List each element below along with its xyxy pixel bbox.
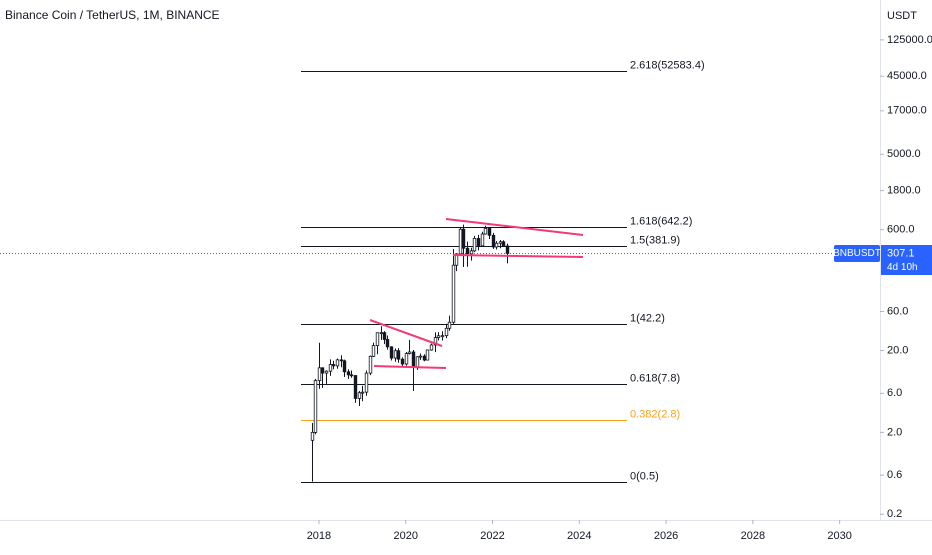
x-tick-label: 2022: [480, 530, 504, 542]
candle-body: [404, 353, 409, 365]
candle-body: [313, 380, 318, 433]
candle-body: [469, 250, 474, 255]
candle-body: [349, 374, 354, 377]
candle-body: [357, 392, 362, 399]
candle-body: [385, 339, 390, 348]
candle-body: [389, 346, 394, 359]
candle-body: [328, 364, 333, 372]
x-tick-label: 2030: [827, 530, 851, 542]
candle-body: [411, 351, 416, 368]
plot: 125000.0 45000.0 17000.0 5000.0 1800.0 600.0 6…: [0, 34, 932, 542]
candle-body: [400, 358, 405, 365]
trend-line: [373, 365, 447, 369]
fib-level-label: 0.382(2.8): [630, 408, 680, 420]
candle-body: [360, 391, 365, 394]
candle-body: [433, 337, 438, 346]
candle-body: [331, 364, 336, 367]
fib-level-label: 0(0.5): [630, 470, 659, 482]
y-tick-label: 45000.0: [887, 70, 927, 82]
candle-body: [491, 234, 496, 248]
trend-line: [369, 319, 443, 347]
y-tick-label: 6.0: [887, 387, 902, 399]
candle-body: [393, 350, 398, 359]
candle-body: [498, 241, 503, 244]
fib-level-label: 2.618(52583.4): [630, 59, 705, 71]
price-tag: [881, 245, 932, 275]
candle-body: [317, 367, 322, 381]
y-tick-label: 2.0: [887, 426, 902, 438]
y-tick-label: 0.2: [887, 508, 902, 520]
candle-body: [310, 431, 315, 441]
y-tick-label: 17000.0: [887, 105, 927, 117]
candle-body: [339, 359, 344, 362]
x-tick-label: 2028: [741, 530, 765, 542]
fib-level-label: 1.618(642.2): [630, 215, 692, 227]
y-tick-label: 125000.0: [887, 34, 932, 46]
symbol-tag-label: BNBUSDT: [833, 248, 881, 259]
candle-body: [382, 332, 387, 340]
fib-level-label: 1.5(381.9): [630, 234, 680, 246]
candle-body: [320, 367, 325, 374]
candle-body: [444, 327, 449, 337]
candle-body: [396, 350, 401, 360]
candle-body: [454, 253, 459, 266]
price-tag-value: 307.1: [887, 247, 915, 259]
candle-body: [342, 360, 347, 373]
candle-body: [436, 335, 441, 338]
candle-body: [407, 351, 412, 354]
candle-body: [461, 228, 466, 249]
candle-body: [371, 345, 376, 357]
candle-body: [379, 332, 384, 335]
candle-body: [447, 321, 452, 329]
candle-body: [465, 247, 470, 255]
candle-body: [505, 245, 510, 254]
symbol-tag: [834, 245, 880, 262]
candle-body: [335, 359, 340, 367]
candle-body: [368, 355, 373, 374]
price-axis-unit: USDT: [887, 10, 917, 22]
candle-body: [375, 332, 380, 346]
candle-body: [440, 335, 445, 338]
x-tick-label: 2020: [393, 530, 417, 542]
y-tick-label: 5000.0: [887, 148, 921, 160]
candle-body: [324, 370, 329, 374]
y-tick-label: 20.0: [887, 344, 908, 356]
y-tick-label: 600.0: [887, 224, 915, 236]
trend-line: [452, 254, 584, 258]
candle-body: [429, 344, 434, 351]
candle-body: [353, 375, 358, 399]
candle-body: [483, 227, 488, 235]
x-tick-label: 2018: [307, 530, 331, 542]
candle-body: [451, 264, 456, 323]
y-tick-label: 60.0: [887, 305, 908, 317]
candle-body: [422, 355, 427, 361]
candle-body: [487, 227, 492, 236]
chart-title: Binance Coin / TetherUS, 1M, BINANCE: [5, 8, 220, 22]
x-tick-label: 2024: [567, 530, 591, 542]
candle-body: [364, 372, 369, 393]
candle-body: [476, 238, 481, 247]
candle-body: [494, 242, 499, 248]
candle-body: [458, 228, 463, 255]
candle-body: [346, 371, 351, 376]
candle-body: [472, 238, 477, 252]
fib-level-label: 0.618(7.8): [630, 372, 680, 384]
candle-body: [480, 233, 485, 247]
y-tick-label: 1800.0: [887, 185, 921, 197]
y-tick-label: 0.6: [887, 469, 902, 481]
trend-line: [445, 218, 584, 236]
candle-body: [415, 356, 420, 368]
candle-body: [425, 349, 430, 361]
fib-level-label: 1(42.2): [630, 312, 665, 324]
candle-body: [418, 355, 423, 358]
x-tick-label: 2026: [654, 530, 678, 542]
candle-body: [501, 241, 506, 247]
price-tag-countdown: 4d 10h: [887, 262, 918, 273]
